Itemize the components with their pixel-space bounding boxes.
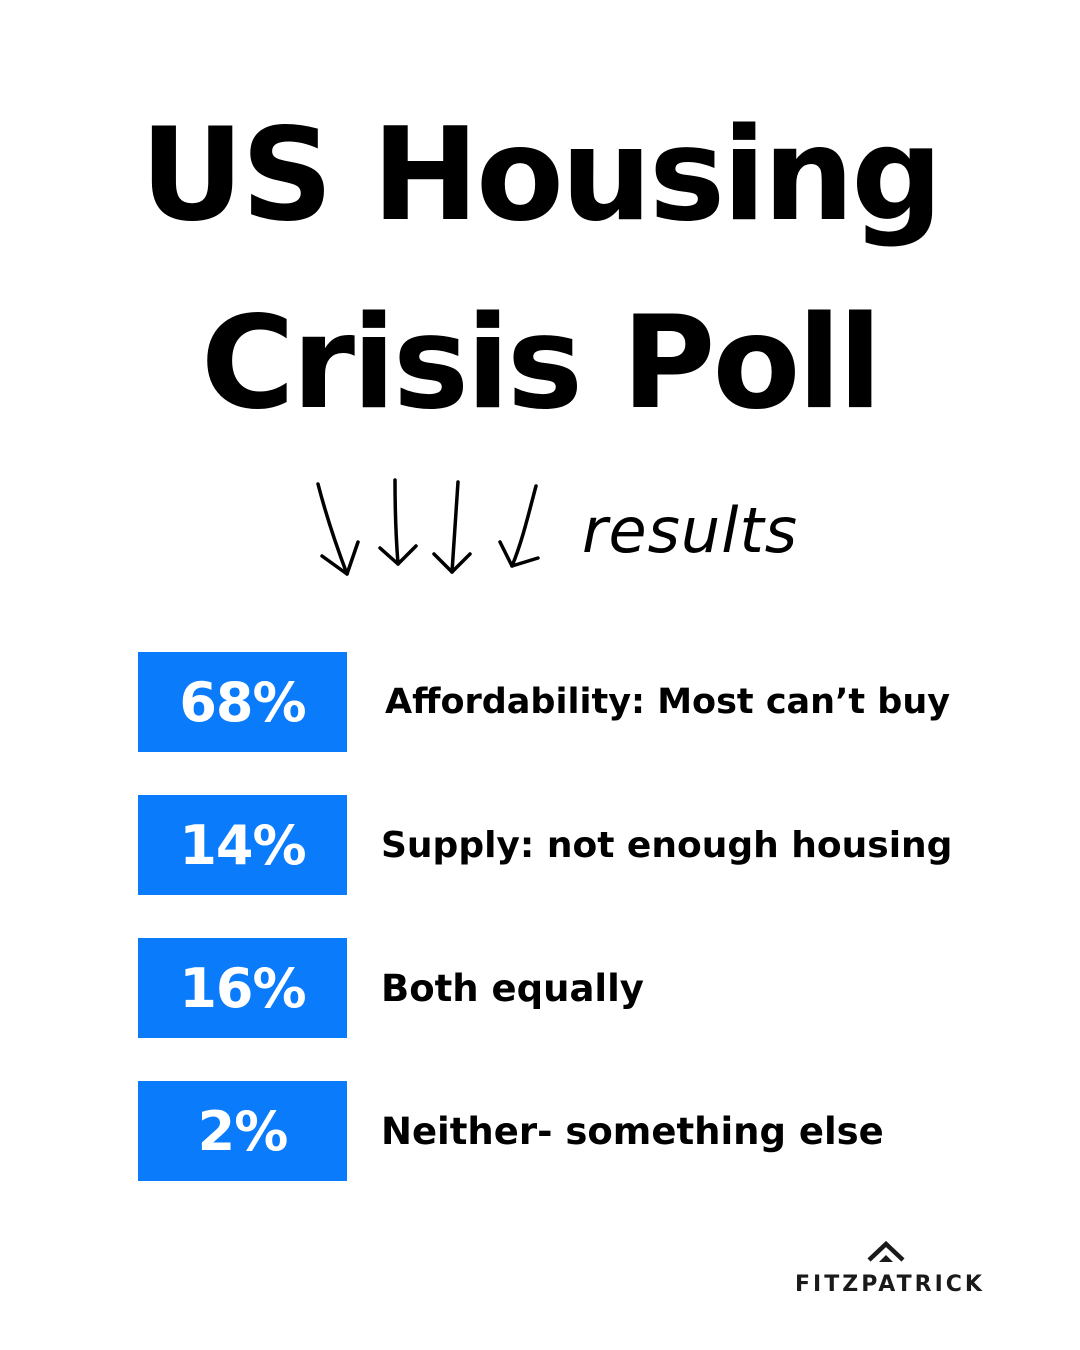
answer-label: Affordability: Most can’t buy [385, 682, 951, 722]
poll-result-row: 16% Both equally [138, 938, 1018, 1038]
poll-result-row: 2% Neither- something else [138, 1081, 1018, 1181]
page-title-line-1: US Housing [140, 101, 943, 250]
page-title-line-2: Crisis Poll [200, 289, 882, 438]
answer-label: Both equally [381, 966, 644, 1010]
answer-label: Supply: not enough housing [381, 824, 953, 866]
percent-badge: 16% [138, 938, 347, 1038]
brand-logo: FITZPATRICK [780, 1240, 1000, 1300]
percent-badge: 14% [138, 795, 347, 895]
percent-badge: 68% [138, 652, 347, 752]
poll-result-row: 14% Supply: not enough housing [138, 795, 1018, 895]
answer-label: Neither- something else [381, 1109, 884, 1153]
roof-chevron-icon [867, 1240, 905, 1262]
brand-name: FITZPATRICK [795, 1272, 985, 1297]
hand-drawn-down-arrows-icon [316, 478, 540, 576]
poll-result-row: 68% Affordability: Most can’t buy [138, 652, 1018, 752]
percent-badge: 2% [138, 1081, 347, 1181]
results-subtitle: results [582, 494, 799, 567]
